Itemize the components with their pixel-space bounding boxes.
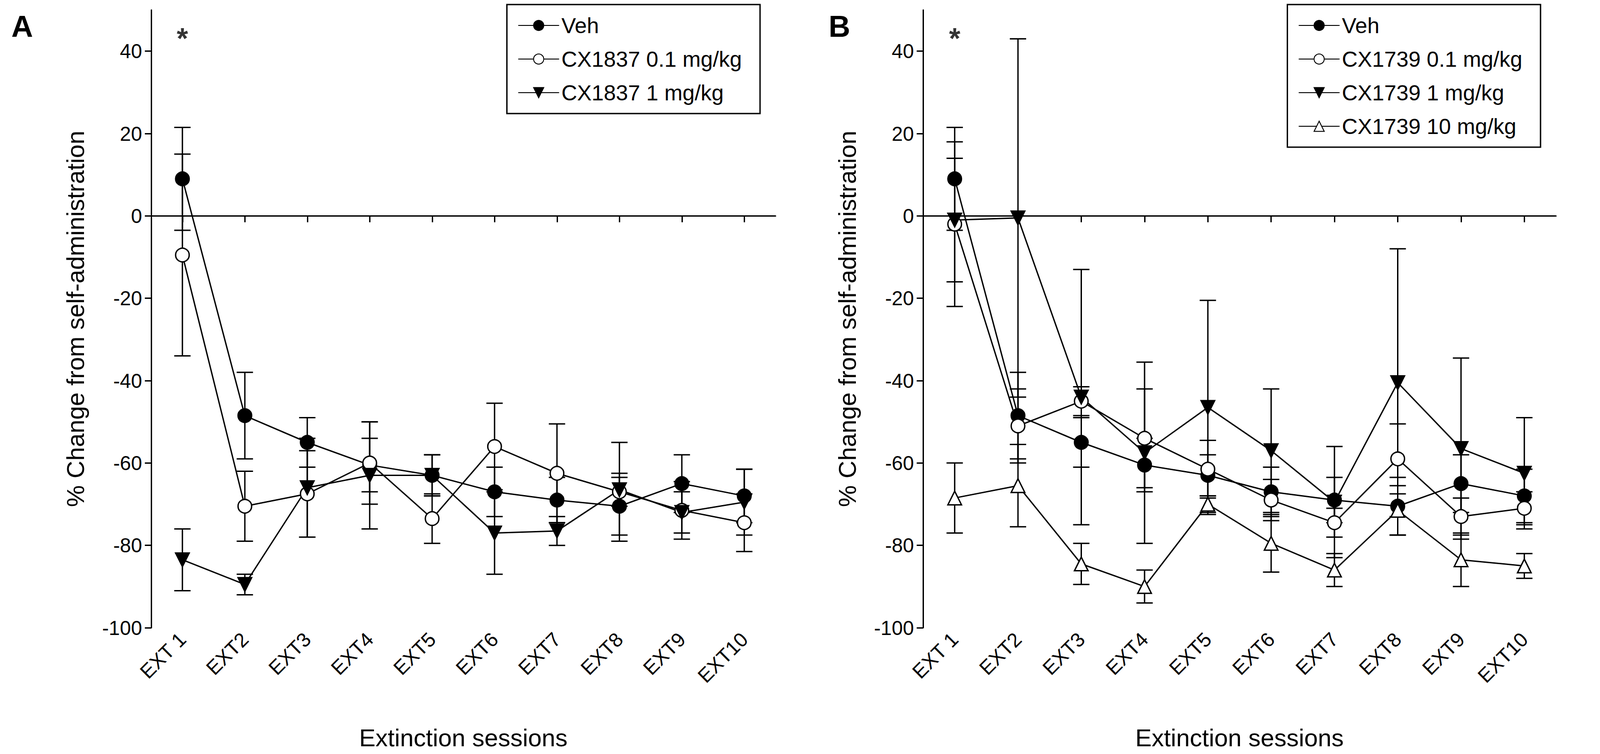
svg-text:EXT5: EXT5 [1164, 627, 1216, 679]
svg-text:EXT 1: EXT 1 [908, 627, 963, 683]
svg-text:-20: -20 [884, 286, 914, 310]
svg-text:*: * [176, 22, 188, 55]
svg-text:20: 20 [119, 122, 143, 145]
svg-text:EXT7: EXT7 [1291, 627, 1343, 679]
svg-text:-60: -60 [884, 451, 914, 475]
svg-text:40: 40 [119, 39, 143, 63]
svg-text:EXT8: EXT8 [576, 627, 628, 679]
svg-text:-100: -100 [102, 616, 143, 639]
svg-text:EXT5: EXT5 [389, 627, 440, 679]
svg-text:EXT10: EXT10 [693, 627, 753, 687]
svg-text:Veh: Veh [561, 13, 599, 38]
svg-text:EXT9: EXT9 [638, 627, 690, 679]
svg-text:B: B [828, 9, 851, 44]
svg-text:EXT2: EXT2 [201, 627, 253, 679]
svg-text:CX1739 10 mg/kg: CX1739 10 mg/kg [1341, 114, 1517, 139]
svg-text:-40: -40 [884, 369, 914, 392]
svg-text:*: * [948, 22, 961, 55]
svg-text:EXT4: EXT4 [1101, 627, 1153, 679]
svg-text:EXT6: EXT6 [451, 627, 503, 679]
svg-text:-80: -80 [884, 533, 914, 557]
svg-text:CX1837 0.1 mg/kg: CX1837 0.1 mg/kg [561, 47, 742, 72]
svg-text:CX1837 1 mg/kg: CX1837 1 mg/kg [561, 80, 724, 105]
svg-text:CX1739 1 mg/kg: CX1739 1 mg/kg [1341, 80, 1505, 105]
svg-text:0: 0 [131, 204, 143, 228]
svg-text:EXT3: EXT3 [264, 627, 316, 679]
svg-text:% Change from self-administrat: % Change from self-administration [833, 130, 861, 507]
svg-text:-100: -100 [874, 616, 914, 639]
svg-text:% Change from self-administrat: % Change from self-administration [61, 130, 89, 507]
svg-text:EXT7: EXT7 [513, 627, 565, 679]
svg-text:EXT9: EXT9 [1417, 627, 1469, 679]
svg-text:EXT4: EXT4 [326, 627, 378, 679]
svg-text:Veh: Veh [1341, 13, 1380, 38]
svg-text:-40: -40 [113, 369, 143, 392]
svg-text:20: 20 [891, 122, 914, 145]
svg-text:EXT2: EXT2 [974, 627, 1026, 679]
svg-text:EXT 1: EXT 1 [135, 627, 191, 683]
svg-text:-80: -80 [113, 533, 143, 557]
svg-text:Extinction sessions: Extinction sessions [1135, 723, 1344, 751]
svg-text:-20: -20 [113, 286, 143, 310]
svg-text:CX1739 0.1 mg/kg: CX1739 0.1 mg/kg [1341, 47, 1523, 72]
svg-text:-60: -60 [113, 451, 143, 475]
svg-text:EXT6: EXT6 [1228, 627, 1280, 679]
svg-text:Extinction sessions: Extinction sessions [359, 723, 568, 751]
svg-text:40: 40 [891, 39, 914, 63]
svg-text:EXT10: EXT10 [1473, 627, 1533, 687]
svg-text:A: A [11, 9, 34, 44]
svg-text:0: 0 [903, 204, 914, 228]
svg-text:EXT8: EXT8 [1354, 627, 1406, 679]
svg-text:EXT3: EXT3 [1037, 627, 1089, 679]
